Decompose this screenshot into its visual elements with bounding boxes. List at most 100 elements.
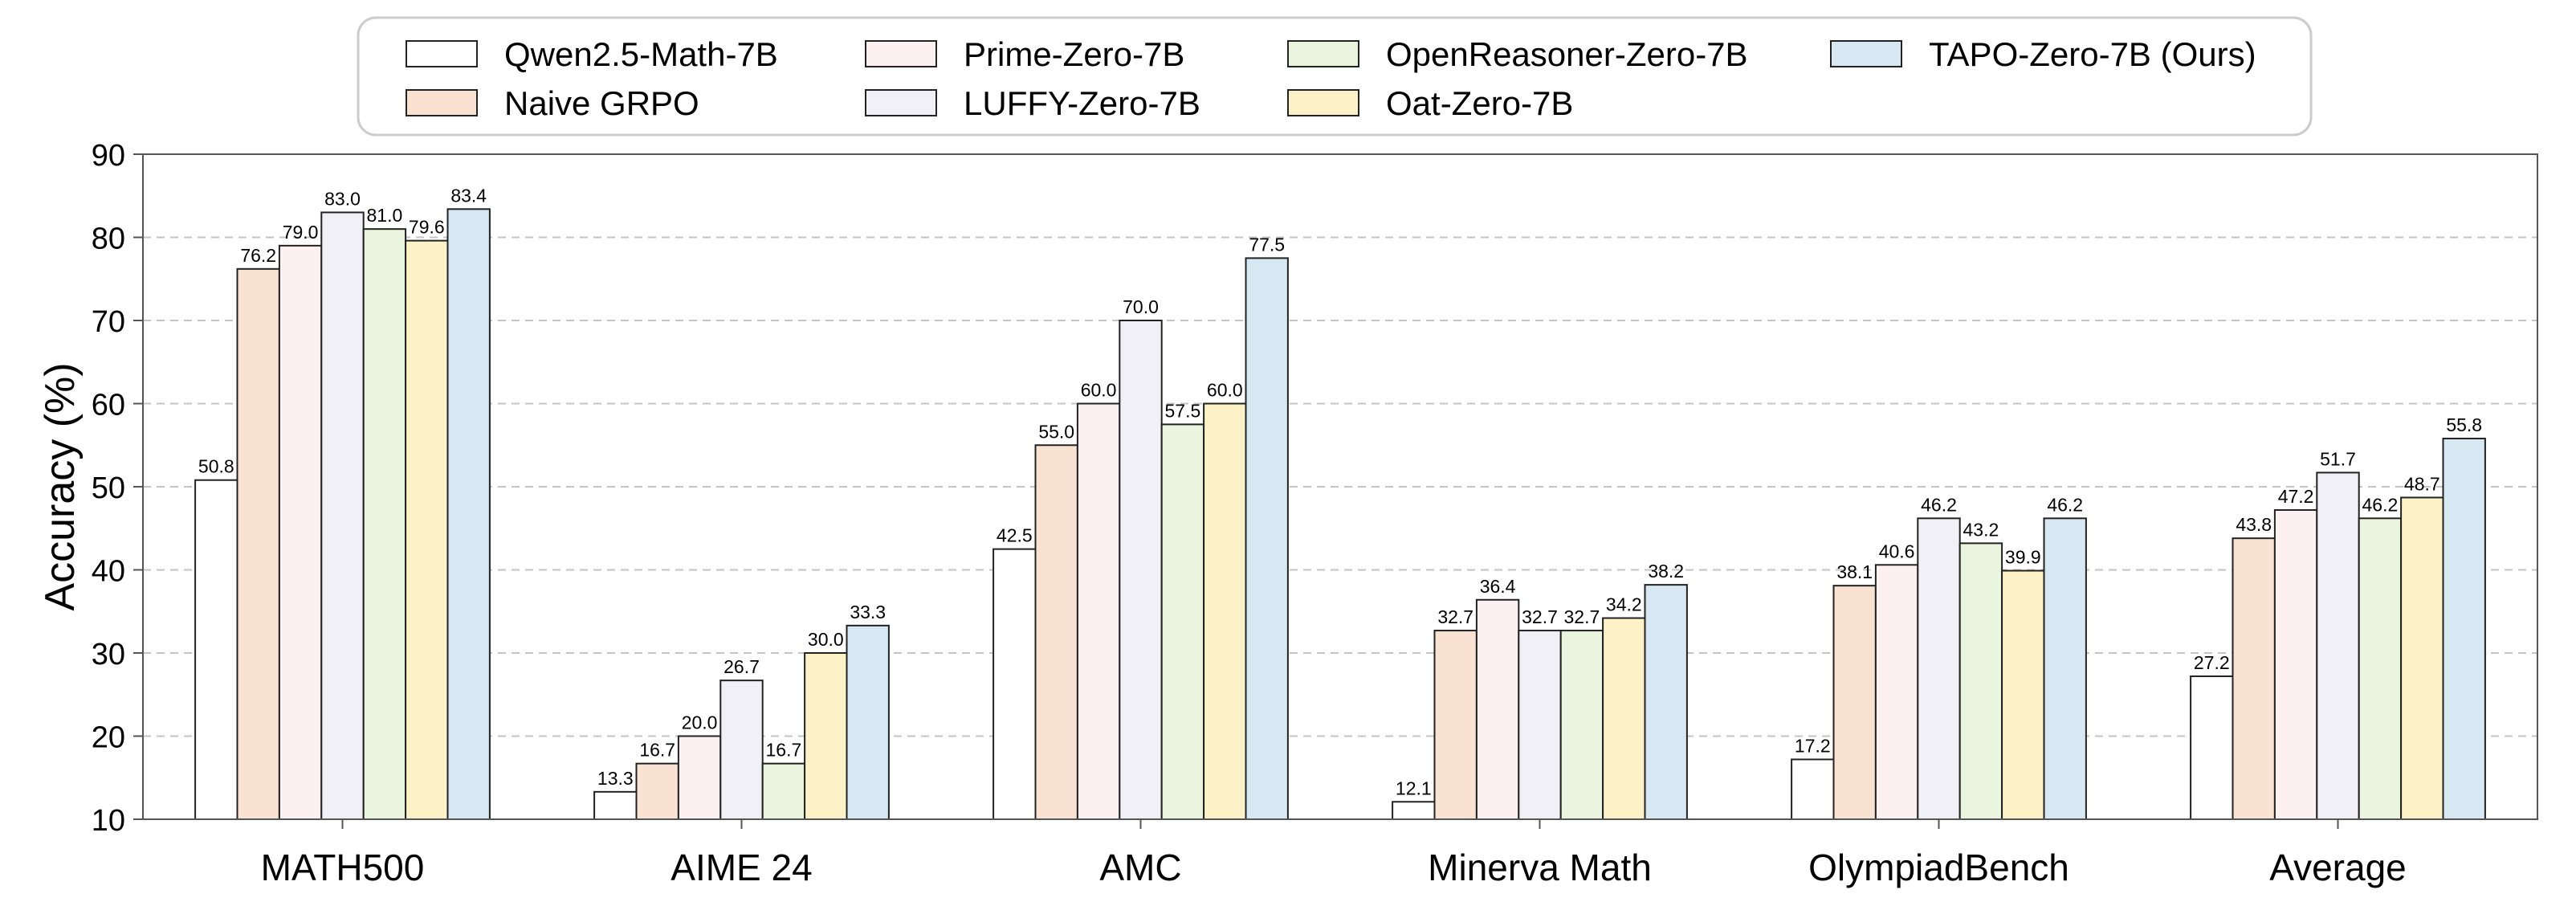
data-label: 16.7	[766, 740, 802, 761]
bar	[362, 228, 407, 820]
y-tick-label: 30	[92, 638, 125, 671]
data-label: 48.7	[2404, 473, 2440, 494]
bar	[677, 735, 722, 820]
legend-swatch	[1287, 40, 1359, 67]
x-tick-label: MATH500	[261, 847, 425, 888]
bar	[761, 762, 806, 821]
y-tick-label: 10	[92, 804, 125, 838]
bar	[278, 244, 323, 821]
x-tick-label: Minerva Math	[1428, 847, 1652, 888]
bar	[1203, 402, 1247, 820]
data-label: 17.2	[1795, 735, 1831, 756]
x-tick-label: Average	[2269, 847, 2407, 888]
bar	[2001, 569, 2045, 820]
data-label: 40.6	[1879, 541, 1915, 561]
data-label: 33.3	[850, 602, 886, 622]
axes: 10 20 30 40 50 60 70 80 90 MATH500 AIME 24 AMC Miner…	[92, 139, 2407, 888]
legend-label: Naive GRPO	[504, 84, 699, 122]
bar	[194, 479, 238, 820]
bar	[593, 790, 638, 820]
data-label: 32.7	[1522, 606, 1558, 627]
bar	[2316, 471, 2360, 821]
x-tick-label: OlympiadBench	[1808, 847, 2069, 888]
data-label: 76.2	[240, 245, 276, 266]
bar	[1832, 585, 1877, 820]
bar	[1034, 444, 1078, 820]
legend-label: TAPO-Zero-7B (Ours)	[1929, 35, 2256, 73]
data-label: 39.9	[2005, 547, 2041, 568]
y-tick-label: 90	[92, 139, 125, 173]
data-label: 70.0	[1123, 296, 1159, 317]
bar	[446, 208, 491, 820]
data-label: 38.1	[1836, 561, 1873, 582]
data-label: 60.0	[1207, 380, 1243, 401]
legend-label: LUFFY-Zero-7B	[964, 84, 1200, 122]
bar	[1791, 758, 1835, 820]
bar	[236, 267, 280, 820]
data-labels: 50.876.279.083.081.079.683.413.316.720.0…	[198, 185, 2482, 798]
data-label: 79.6	[409, 217, 445, 238]
legend-swatch	[406, 40, 478, 67]
bar	[1160, 423, 1205, 820]
bar	[2190, 675, 2234, 820]
legend-label: OpenReasoner-Zero-7B	[1386, 35, 1748, 73]
legend-swatch	[1287, 89, 1359, 116]
data-label: 47.2	[2278, 486, 2314, 507]
data-label: 38.2	[1648, 561, 1684, 582]
bar	[1119, 320, 1163, 820]
data-label: 83.0	[324, 188, 361, 209]
data-label: 43.2	[1963, 519, 1999, 540]
data-label: 46.2	[2362, 494, 2399, 515]
data-label: 51.7	[2320, 448, 2356, 469]
bar	[1392, 801, 1436, 821]
data-label: 55.0	[1038, 421, 1074, 442]
data-label: 60.0	[1081, 380, 1117, 401]
bar	[1433, 630, 1478, 820]
data-label: 46.2	[1921, 494, 1957, 515]
data-label: 16.7	[639, 740, 675, 761]
data-label: 26.7	[723, 656, 760, 677]
data-label: 57.5	[1165, 400, 1201, 421]
data-label: 81.0	[367, 205, 403, 226]
bar	[1245, 257, 1289, 820]
bar	[719, 680, 764, 821]
legend-label: Qwen2.5-Math-7B	[504, 35, 778, 73]
data-label: 46.2	[2047, 494, 2083, 515]
data-label: 30.0	[808, 629, 844, 650]
bar	[1518, 630, 1562, 820]
data-label: 83.4	[450, 185, 487, 206]
bar	[2273, 508, 2318, 820]
legend-frame	[357, 16, 2313, 137]
bar	[2442, 437, 2486, 820]
bars	[194, 208, 2486, 821]
bar	[2043, 517, 2087, 821]
data-label: 43.8	[2236, 514, 2272, 535]
bar	[992, 548, 1037, 820]
data-label: 13.3	[597, 768, 634, 789]
bar	[1644, 584, 1688, 820]
y-axis-label: Accuracy (%)	[37, 362, 84, 610]
data-label: 12.1	[1396, 777, 1432, 798]
bar	[1602, 617, 1646, 821]
y-tick-label: 70	[92, 305, 125, 339]
legend-swatch	[865, 40, 937, 67]
bar	[1076, 402, 1121, 820]
legend-swatch	[406, 89, 478, 116]
bar	[1559, 630, 1604, 820]
data-label: 36.4	[1480, 576, 1516, 597]
bar	[405, 239, 449, 820]
bar	[1917, 517, 1961, 821]
y-tick-label: 20	[92, 721, 125, 755]
bar	[320, 211, 365, 820]
legend-swatch	[1830, 40, 1902, 67]
data-label: 20.0	[682, 712, 718, 733]
legend: Qwen2.5-Math-7B Naive GRPO Prime-Zero-7B LU…	[357, 16, 2313, 137]
y-tick-label: 50	[92, 471, 125, 505]
x-tick-label: AIME 24	[670, 847, 812, 888]
data-label: 32.7	[1564, 606, 1600, 627]
bar	[2400, 496, 2444, 821]
bar	[2232, 537, 2276, 820]
data-label: 55.8	[2446, 414, 2482, 435]
data-label: 42.5	[997, 525, 1033, 546]
